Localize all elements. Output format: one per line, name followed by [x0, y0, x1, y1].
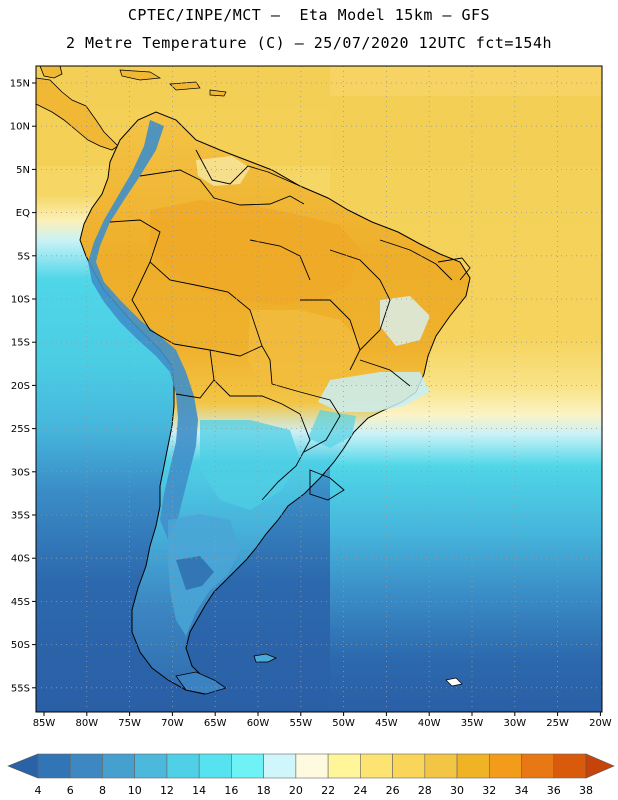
colorbar-swatch [424, 753, 458, 779]
colorbar-label: 6 [67, 784, 74, 797]
colorbar: 4 6 8 10 12 14 16 18 20 22 24 26 28 30 32 34 36 38 [7, 753, 615, 797]
colorbar-swatch [327, 753, 361, 779]
colorbar-swatch [392, 753, 426, 779]
lon-label: 75W [118, 718, 141, 729]
map-frame [35, 65, 603, 713]
lon-label: 50W [332, 718, 355, 729]
colorbar-swatch [69, 753, 103, 779]
central-america [36, 77, 119, 151]
colorbar-label: 4 [35, 784, 42, 797]
lon-label: 25W [546, 718, 569, 729]
colorbar-label: 10 [128, 784, 142, 797]
colorbar-swatch [231, 753, 264, 779]
colorbar-label: 24 [353, 784, 367, 797]
title-line-1: CPTEC/INPE/MCT – Eta Model 15km – GFS [127, 6, 491, 24]
colorbar-swatch [456, 753, 490, 779]
colorbar-label: 26 [386, 784, 400, 797]
colorbar-swatch [198, 753, 232, 779]
lon-label: 60W [247, 718, 270, 729]
lon-label: 40W [418, 718, 441, 729]
country-borders [109, 149, 453, 501]
colorbar-label: 28 [418, 784, 432, 797]
latitude-axis: 15N 10N 5N EQ 5S 10S 15S 20S 25S 30S 35S 40S 45S 50S 5… [10, 79, 36, 694]
colorbar-swatch [166, 753, 200, 779]
colorbar-label: 36 [547, 784, 561, 797]
colorbar-swatch [102, 753, 136, 779]
lon-label: 55W [289, 718, 312, 729]
lat-label: 15N [10, 79, 30, 90]
lat-label: 30S [11, 467, 30, 478]
colorbar-label: 20 [289, 784, 303, 797]
colorbar-swatch [134, 753, 168, 779]
lat-label: 50S [11, 640, 30, 651]
colorbar-swatch [521, 753, 555, 779]
lat-label: 5S [17, 251, 30, 262]
colorbar-swatch [37, 753, 71, 779]
colorbar-label: 12 [160, 784, 174, 797]
caribbean-islands [119, 69, 227, 97]
lon-label: 65W [204, 718, 227, 729]
title-line-2: 2 Metre Temperature (C) – 25/07/2020 12U… [65, 34, 553, 52]
colorbar-swatch [295, 753, 329, 779]
lat-label: 55S [11, 683, 30, 694]
lat-label: 10S [11, 295, 30, 306]
lat-label: 45S [11, 597, 30, 608]
lat-label: EQ [16, 208, 30, 219]
lat-label: 5N [16, 165, 30, 176]
falkland-islands [253, 653, 277, 663]
lat-label: 35S [11, 511, 30, 522]
lat-label: 10N [10, 122, 30, 133]
lon-label: 45W [375, 718, 398, 729]
colorbar-label: 18 [257, 784, 271, 797]
lon-label: 80W [75, 718, 98, 729]
andes-cold-strip [88, 120, 198, 540]
colorbar-label: 38 [579, 784, 593, 797]
colorbar-swatch [553, 753, 587, 779]
lat-label: 25S [11, 424, 30, 435]
lon-label: 70W [161, 718, 184, 729]
colorbar-label: 22 [321, 784, 335, 797]
colorbar-swatch [263, 753, 297, 779]
colorbar-arrow-low [7, 753, 39, 779]
amazon-warm-region [150, 200, 360, 305]
colorbar-arrow-high [585, 753, 615, 779]
lon-label: 20W [589, 718, 612, 729]
colorbar-label: 32 [482, 784, 496, 797]
lat-label: 40S [11, 554, 30, 565]
lon-label: 30W [503, 718, 526, 729]
colorbar-label: 8 [99, 784, 106, 797]
colorbar-label: 16 [224, 784, 238, 797]
lat-label: 15S [11, 338, 30, 349]
colorbar-label: 14 [192, 784, 206, 797]
lon-label: 85W [33, 718, 56, 729]
longitude-axis: 85W 80W 75W 70W 65W 60W 55W 50W 45W 40W 35W 30W 25W 2… [33, 712, 612, 729]
colorbar-swatch [488, 753, 522, 779]
colorbar-label: 30 [450, 784, 464, 797]
colorbar-swatch [360, 753, 393, 779]
lat-label: 20S [11, 381, 30, 392]
lon-label: 35W [461, 718, 484, 729]
colorbar-label: 34 [515, 784, 529, 797]
